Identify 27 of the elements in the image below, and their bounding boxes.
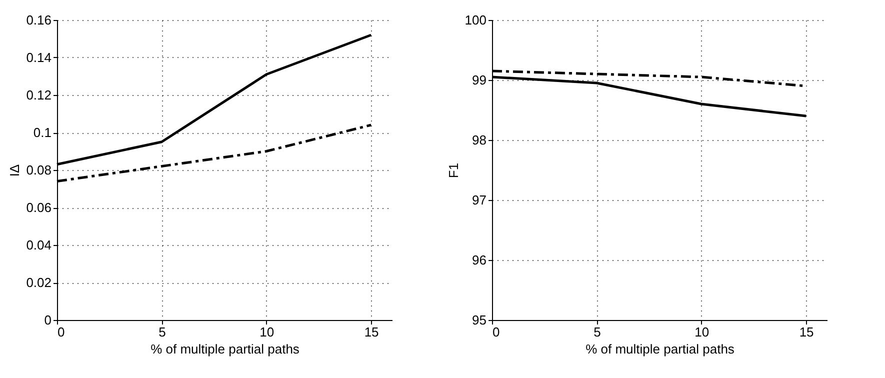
x-axis-title: % of multiple partial paths [586,342,735,356]
y-tick-label: 0.04 [26,238,52,252]
y-tick-label: 0.06 [26,200,52,215]
y-tick-label: 0.1 [33,125,52,140]
x-tick-label: 0 [492,324,500,340]
y-axis-title: IΔ [7,164,22,177]
y-tick-label: 98 [472,132,486,148]
y-tick-label: 0.12 [26,88,52,102]
x-tick-label: 10 [694,324,710,340]
y-tick-label: 0.16 [26,12,52,28]
y-tick-label: 0.02 [26,275,52,290]
y-tick-label: 95 [472,312,486,328]
x-tick-label: 5 [594,324,601,340]
x-axis-title: % of multiple partial paths [150,342,300,356]
y-axis-title: F1 [446,162,461,178]
x-tick-label: 15 [364,324,379,340]
y-tick-label: 99 [472,72,486,88]
y-tick-label: 0.08 [26,162,52,178]
x-tick-label: 0 [58,324,65,340]
y-tick-label: 96 [472,252,486,268]
x-tick-label: 15 [799,324,814,340]
y-tick-label: 0.14 [26,50,52,65]
x-tick-label: 10 [260,324,274,340]
y-tick-label: 0 [44,312,52,328]
y-tick-label: 97 [472,192,486,208]
x-tick-label: 5 [158,324,166,340]
y-tick-label: 100 [464,12,486,28]
